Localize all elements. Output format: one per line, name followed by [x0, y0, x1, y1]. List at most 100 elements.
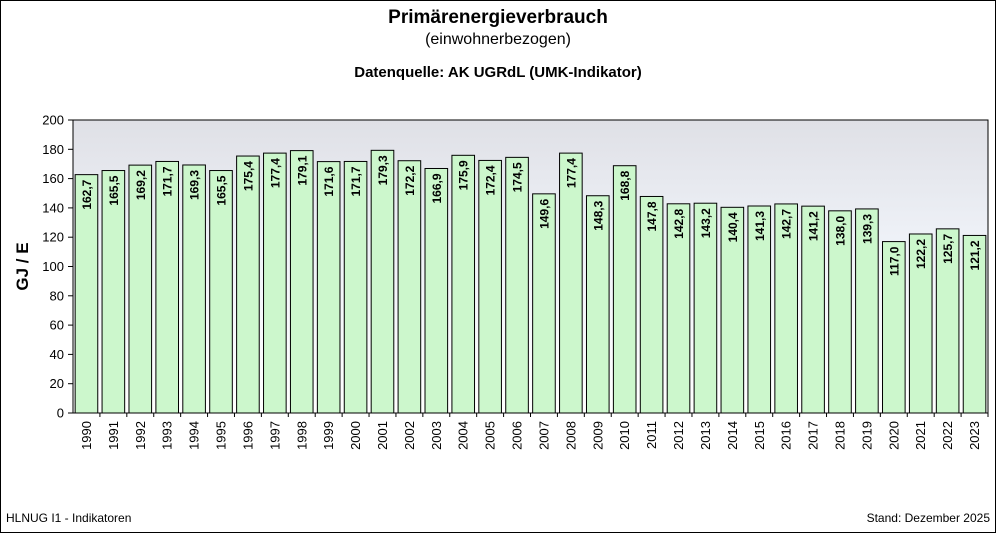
bar-2010	[612, 165, 637, 414]
y-axis-label: GJ / E	[13, 242, 32, 290]
bar-value-label: 165,5	[215, 175, 229, 205]
bar-2012	[666, 203, 691, 414]
bar-value-label: 177,4	[268, 158, 282, 188]
bar-2023	[962, 234, 987, 414]
bar-value-label: 139,3	[860, 214, 874, 244]
bar-1993	[155, 160, 179, 414]
chart-title: Primärenergieverbrauch	[388, 7, 608, 28]
bar-2007	[532, 193, 556, 414]
bar-value-label: 171,6	[322, 166, 336, 196]
bar-2008	[559, 152, 583, 414]
x-tick-label: 1996	[240, 421, 255, 450]
bar-value-label: 171,7	[161, 166, 175, 196]
x-tick-label: 2009	[590, 421, 605, 450]
bar-value-label: 165,5	[107, 175, 121, 205]
x-tick-label: 2003	[429, 421, 444, 450]
x-tick-label: 2014	[725, 421, 740, 450]
x-tick-label: 2017	[806, 421, 821, 450]
axes: 1990 1991 1992 1993 1994 1995 1996 1997 1998 1999…	[42, 113, 989, 450]
x-tick-label: 2007	[536, 421, 551, 450]
x-tick-label: 2004	[456, 421, 471, 450]
y-tick-label: 160	[42, 171, 64, 186]
y-tick-label: 20	[50, 376, 64, 391]
x-tick-label: 2010	[617, 421, 632, 450]
x-tick-label: 1990	[79, 421, 94, 450]
bar-value-label: 121,2	[968, 240, 982, 270]
bar-value-label: 172,4	[484, 165, 498, 195]
x-tick-label: 1998	[294, 421, 309, 450]
y-tick-label: 80	[50, 288, 64, 303]
bar-value-label: 168,8	[618, 170, 632, 200]
bar-2020	[882, 241, 906, 414]
y-tick-label: 120	[42, 230, 64, 245]
bar-value-label: 143,2	[699, 208, 713, 238]
x-tick-label: 2019	[859, 421, 874, 450]
bar-value-label: 166,9	[430, 173, 444, 203]
bar-2006	[505, 156, 529, 414]
bar-1990	[74, 174, 99, 414]
bar-2011	[639, 195, 664, 414]
bar-value-label: 141,3	[753, 211, 767, 241]
bar-1996	[236, 155, 260, 414]
bar-value-label: 169,3	[188, 170, 202, 200]
bar-2015	[747, 205, 772, 414]
data-source-label: Datenquelle: AK UGRdL (UMK-Indikator)	[354, 64, 642, 81]
bar-2009	[585, 195, 610, 414]
bar-2014	[720, 206, 745, 414]
footer-date-label: Stand: Dezember 2025	[866, 511, 990, 525]
bar-2022	[935, 228, 960, 414]
chart-subtitle: (einwohnerbezogen)	[425, 31, 571, 48]
x-tick-label: 1991	[106, 421, 121, 450]
footer-source-label: HLNUG I1 - Indikatoren	[6, 511, 132, 525]
bar-1992	[128, 164, 153, 414]
y-tick-label: 140	[42, 200, 64, 215]
x-tick-label: 2015	[752, 421, 767, 450]
bar-value-label: 117,0	[887, 246, 901, 276]
x-tick-label: 1995	[214, 421, 229, 450]
x-tick-label: 2001	[375, 421, 390, 450]
x-tick-label: 2011	[644, 421, 659, 449]
x-tick-label: 2023	[967, 421, 982, 450]
bar-value-label: 169,2	[134, 170, 148, 200]
bar-value-label: 142,8	[672, 208, 686, 238]
bar-value-label: 179,3	[376, 155, 390, 185]
x-tick-label: 2018	[832, 421, 847, 450]
x-tick-label: 2002	[402, 421, 417, 450]
bar-1997	[263, 152, 287, 414]
bar-value-label: 147,8	[645, 201, 659, 231]
bar-1991	[101, 170, 126, 414]
x-tick-label: 1997	[267, 421, 282, 450]
bar-2003	[424, 167, 449, 414]
x-tick-label: 2022	[940, 421, 955, 450]
bar-1998	[289, 150, 314, 414]
bar-2004	[451, 154, 476, 414]
y-tick-label: 180	[42, 142, 64, 157]
bar-2002	[397, 160, 422, 414]
bar-value-label: 122,2	[914, 239, 928, 269]
y-tick-label: 0	[57, 406, 64, 421]
bar-2018	[828, 210, 852, 414]
bar-1995	[209, 170, 233, 414]
x-tick-label: 2012	[671, 421, 686, 450]
bar-value-label: 142,7	[780, 209, 794, 239]
bar-2017	[801, 205, 825, 414]
x-tick-label: 2000	[348, 421, 363, 450]
x-tick-label: 1992	[133, 421, 148, 450]
x-tick-label: 1993	[160, 421, 175, 450]
y-tick-label: 60	[50, 318, 64, 333]
bar-value-label: 162,7	[80, 179, 94, 209]
y-tick-label: 100	[42, 259, 64, 274]
bar-2019	[855, 208, 879, 414]
x-tick-label: 2008	[563, 421, 578, 450]
x-tick-label: 2016	[779, 421, 794, 450]
x-tick-label: 2006	[510, 421, 525, 450]
bar-value-label: 175,9	[457, 160, 471, 190]
bar-2001	[370, 149, 395, 414]
x-tick-label: 1999	[321, 421, 336, 450]
bar-value-label: 148,3	[591, 200, 605, 230]
bar-value-label: 174,5	[511, 162, 525, 192]
bar-value-label: 140,4	[726, 212, 740, 242]
x-tick-label: 2005	[483, 421, 498, 450]
y-tick-label: 40	[50, 347, 64, 362]
